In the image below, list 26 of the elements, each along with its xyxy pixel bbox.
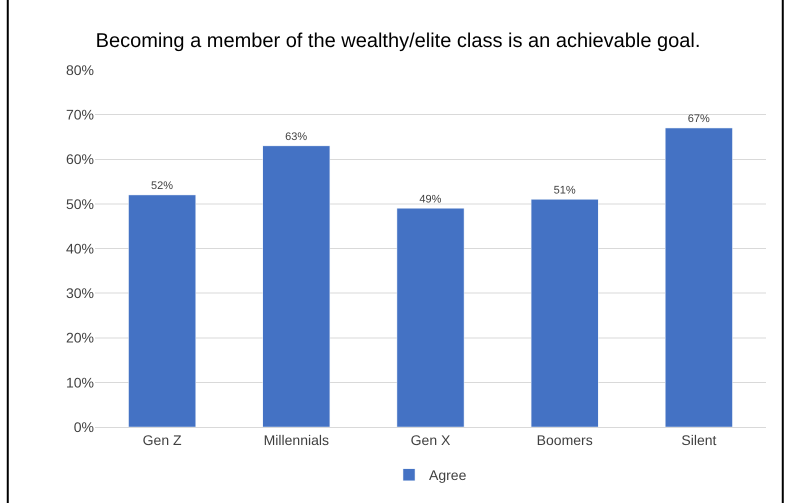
bar [665, 128, 733, 427]
y-tick-label: 30% [66, 285, 94, 302]
x-tick-label: Boomers [536, 432, 593, 448]
data-label: 67% [688, 113, 710, 126]
y-tick-label: 10% [66, 374, 94, 390]
bar [128, 194, 196, 427]
data-label: 51% [554, 184, 576, 196]
y-tick-label: 50% [66, 196, 94, 212]
bar [396, 208, 464, 427]
data-label: 63% [285, 130, 308, 143]
x-tick-label: Silent [681, 432, 717, 448]
chart-title: Becoming a member of the wealthy/elite class is an achievable goal. [96, 30, 700, 52]
y-tick-label: 60% [66, 151, 94, 168]
x-tick-label: Gen Z [142, 432, 182, 448]
y-tick-label: 40% [66, 240, 94, 256]
x-tick-label: Gen X [410, 432, 451, 448]
x-tick-label: Millennials [264, 432, 329, 448]
data-label: 52% [150, 180, 174, 192]
y-tick-label: 0% [74, 418, 94, 435]
y-tick-label: 80% [66, 62, 94, 78]
bar [530, 199, 598, 427]
bar [262, 146, 330, 427]
y-tick-label: 20% [66, 330, 94, 346]
legend-label: Agree [429, 467, 467, 484]
y-tick-label: 70% [66, 106, 94, 123]
data-label: 49% [419, 193, 442, 206]
